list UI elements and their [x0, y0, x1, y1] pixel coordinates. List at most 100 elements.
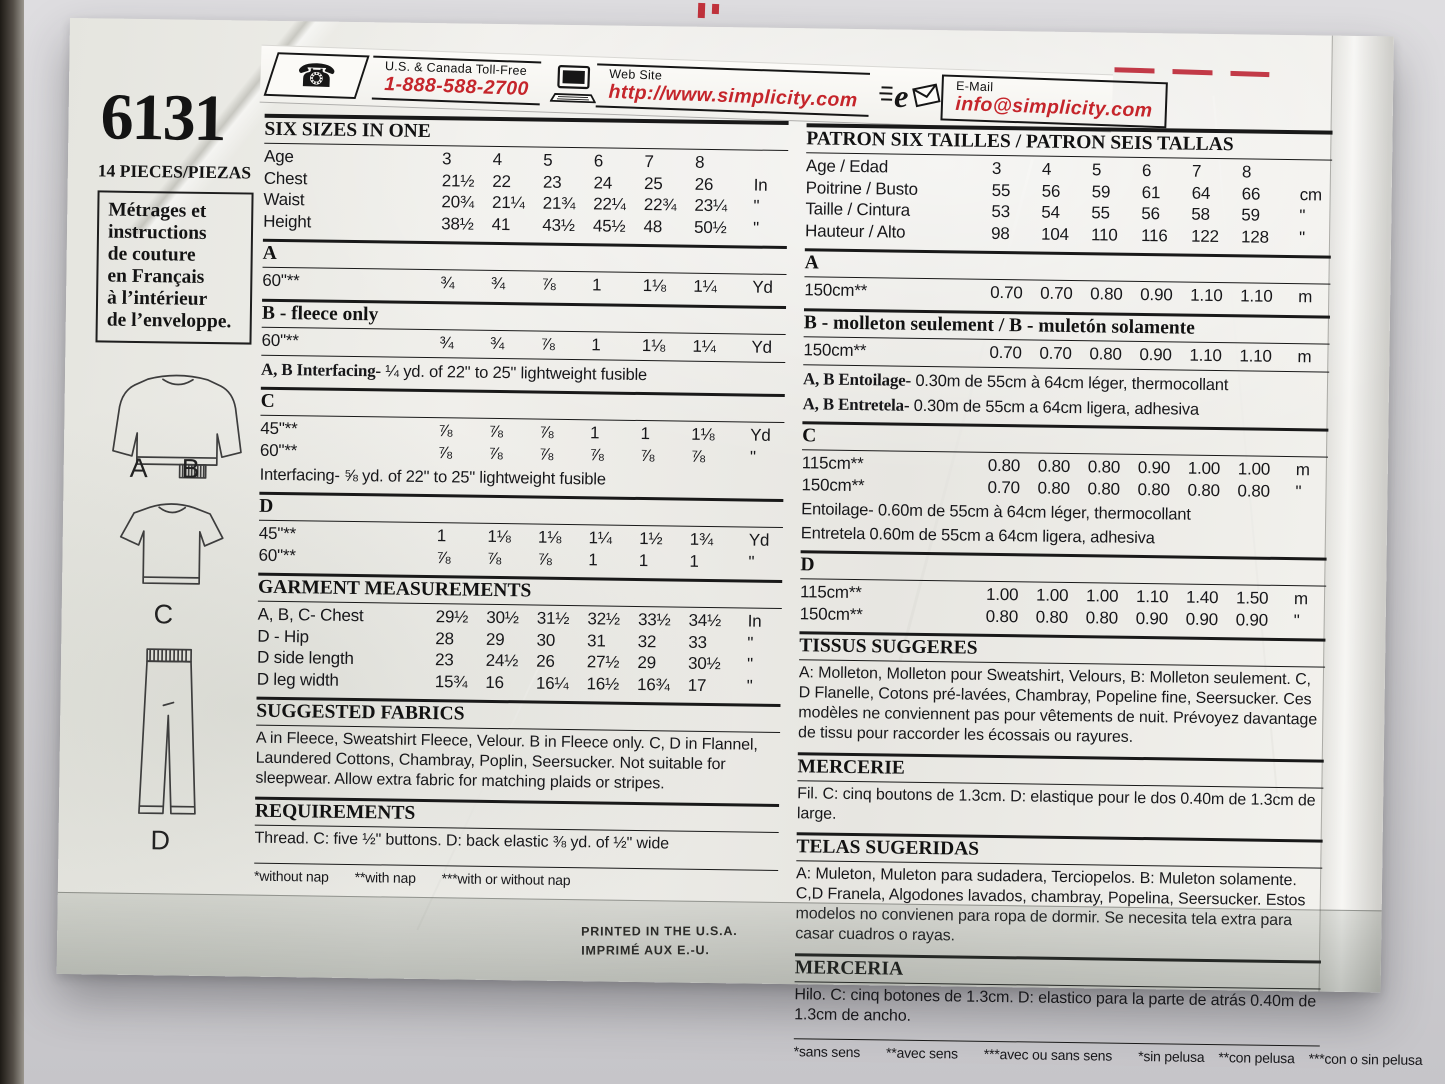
value-cell: 26 — [694, 174, 714, 194]
value-cell: 32½ — [587, 609, 621, 629]
value-cell: 30½ — [687, 653, 721, 674]
value-cell: 3 — [991, 158, 1002, 179]
garment-measurements-table: A, B, C- Chest 29½ 30½ 31½ 32½ 33½ 34½ In D - H… — [257, 602, 782, 701]
value-cell: 8 — [694, 152, 705, 172]
value-cell: 4 — [492, 149, 503, 170]
value-cell: 16 — [485, 672, 505, 692]
value-cell: 1⅛ — [641, 335, 666, 355]
value-cell: 45½ — [592, 215, 626, 236]
value-cell: 98 — [990, 223, 1010, 243]
value-cell: 41 — [491, 214, 511, 234]
row-unit: Yd — [752, 277, 773, 297]
row-unit: " — [746, 676, 753, 696]
value-cell: 0.70 — [987, 477, 1020, 497]
value-cell: 1.10 — [1240, 286, 1273, 306]
value-cell: ⅞ — [541, 274, 556, 294]
row-unit: cm — [1299, 184, 1323, 204]
value-cell: 7 — [1191, 161, 1202, 181]
printed-in-usa-note: PRINTED IN THE U.S.A. IMPRIMÉ AUX E.-U. — [581, 922, 738, 960]
value-cell: 1.00 — [1035, 585, 1069, 605]
value-cell: 1 — [591, 275, 602, 295]
row-values: 38½ 41 43½ 45½ 48 50½ — [441, 213, 745, 239]
value-cell: 50½ — [693, 217, 727, 237]
value-cell: ¾ — [489, 333, 505, 353]
row-label: D leg width — [256, 669, 339, 690]
nap-footnotes-spanish: *sin pelusa **con pelusa ***con o sin pelu… — [1138, 1048, 1436, 1068]
value-cell: 33½ — [637, 609, 671, 630]
value-cell: 6 — [593, 151, 604, 171]
row-values: ¾ ¾ ⅞ 1 1⅛ 1¼ — [439, 332, 743, 358]
entoilage-ab-rest: 0.30m de 55cm à 64cm léger, thermocollan… — [910, 371, 1229, 395]
value-cell: 5 — [543, 150, 553, 170]
value-cell: 1.10 — [1190, 285, 1223, 306]
value-cell: 55 — [991, 180, 1011, 200]
value-cell: 0.80 — [1087, 457, 1121, 477]
suggested-fabrics-text: A in Fleece, Sweatshirt Fleece, Velour. … — [255, 729, 758, 793]
value-cell: 43½ — [542, 215, 575, 235]
row-unit: " — [1298, 227, 1306, 247]
interfacing-ab-rest: ¼ yd. of 22" to 25" lightweight fusible — [380, 362, 648, 385]
row-unit: m — [1297, 346, 1312, 366]
row-unit: Yd — [751, 337, 773, 357]
svg-text:e: e — [894, 78, 909, 114]
value-cell: 31½ — [536, 608, 570, 629]
table-row: 150cm** 0.70 0.70 0.80 0.90 1.10 1.10 m — [803, 339, 1329, 368]
value-cell: 21½ — [441, 170, 475, 191]
row-values: 15¾ 16 16¼ 16½ 16¾ 17 — [435, 671, 739, 697]
value-cell: 48 — [643, 216, 663, 236]
row-values: ⅞ ⅞ ⅞ ⅞ ⅞ ⅞ — [438, 442, 742, 468]
value-cell: 22¼ — [593, 194, 626, 214]
value-cell: 1¼ — [588, 528, 612, 548]
value-cell: ⅞ — [438, 421, 453, 441]
row-values: ¾ ¾ ⅞ 1 1⅛ 1¼ — [440, 272, 744, 298]
value-cell: 23 — [542, 172, 562, 192]
value-cell: 1.40 — [1185, 587, 1219, 608]
value-cell: 1 — [638, 550, 649, 570]
value-cell: 0.80 — [1237, 480, 1270, 501]
value-cell: 16½ — [586, 673, 620, 694]
value-cell: 23¼ — [694, 195, 728, 216]
metric-section-c-rows: 115cm** 0.80 0.80 0.80 0.90 1.00 1.00 m 150cm**… — [801, 450, 1328, 506]
value-cell: 24½ — [485, 650, 519, 671]
value-cell: 15¾ — [434, 671, 468, 692]
value-cell: 22¾ — [643, 195, 677, 215]
value-cell: 1.10 — [1135, 586, 1169, 607]
nap-footnotes-english: *without nap **with nap ***with or without… — [253, 862, 779, 891]
value-cell: 0.80 — [1137, 479, 1170, 499]
value-cell: 0.70 — [1039, 343, 1072, 363]
value-cell: 0.80 — [1090, 284, 1123, 304]
sketch-label-a: A — [129, 452, 148, 484]
value-cell: 1.10 — [1189, 345, 1222, 365]
photo-background-edge — [0, 0, 24, 1084]
row-unit: " — [747, 633, 754, 653]
phone-icon: ☎ — [296, 56, 338, 95]
value-cell: 4 — [1041, 159, 1052, 179]
value-cell: 1¼ — [692, 336, 716, 356]
row-label: A, B, C- Chest — [257, 604, 364, 626]
row-unit: " — [748, 552, 755, 572]
entoilage-ab-lead: A, B Entoilage- — [802, 369, 912, 390]
sewing-pattern-envelope-back: ☎ U.S. & Canada Toll-Free 1-888-588-2700… — [56, 18, 1422, 1068]
pants-sketch-view-d — [138, 648, 196, 815]
footnote-item: *sans sens — [793, 1043, 861, 1061]
row-label: 150cm** — [801, 474, 865, 495]
footnote-item: **with nap — [354, 868, 416, 886]
value-cell: 1.00 — [1085, 586, 1119, 606]
sketch-label-d: D — [150, 825, 171, 856]
value-cell: 1¾ — [689, 529, 714, 550]
value-cell: 61 — [1141, 182, 1161, 202]
footnote-item: **avec sens — [886, 1044, 958, 1062]
row-label: Height — [263, 211, 312, 231]
value-cell: 0.70 — [989, 342, 1022, 362]
metric-section-d-rows: 115cm** 1.00 1.00 1.00 1.10 1.40 1.50 m 150cm**… — [800, 579, 1327, 635]
row-unit: " — [746, 654, 754, 674]
entretela-ab-rest: 0.30m de 55cm a 64cm ligera, adhesiva — [909, 396, 1200, 419]
value-cell: 16¾ — [636, 674, 670, 694]
footnote-item: ***with or without nap — [441, 869, 571, 888]
interfacing-ab-note: A, B Interfacing- ¼ yd. of 22" to 25" li… — [260, 354, 786, 392]
row-unit: " — [753, 218, 760, 238]
pattern-number: 6131 — [100, 80, 226, 156]
value-cell: 32 — [637, 631, 657, 651]
value-cell: ⅞ — [486, 548, 502, 568]
